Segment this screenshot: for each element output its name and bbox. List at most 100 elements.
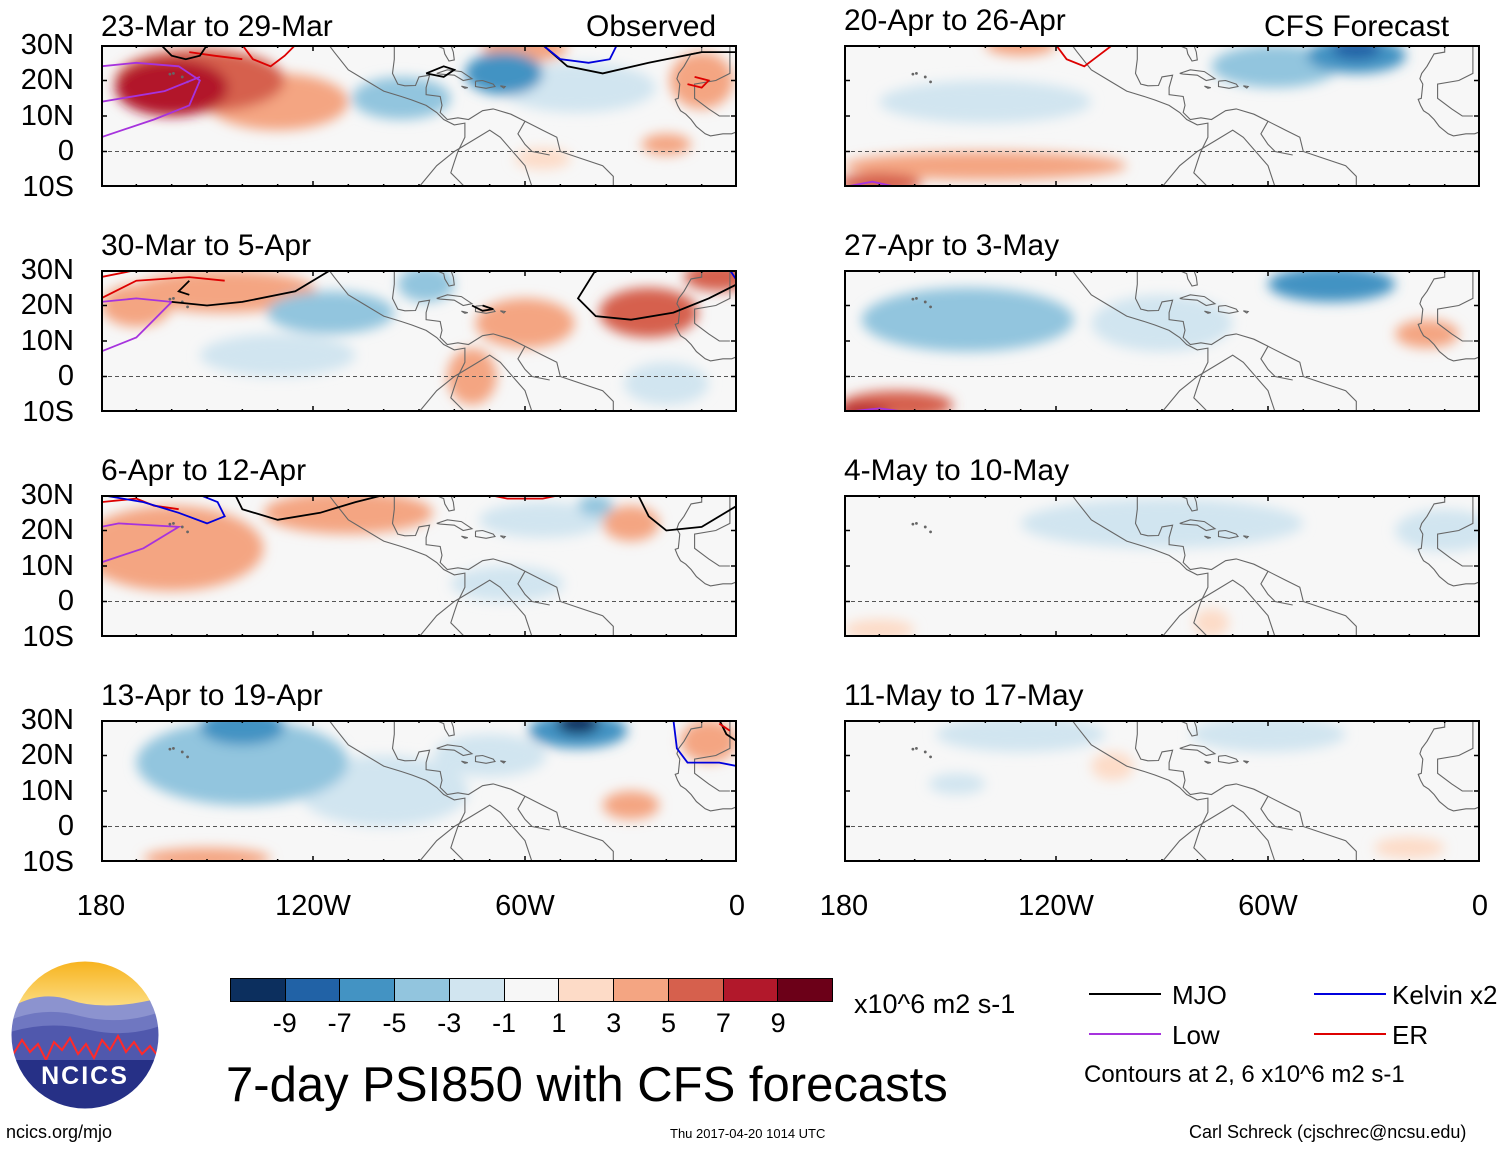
coastline bbox=[1179, 294, 1217, 307]
coastline bbox=[1162, 495, 1198, 512]
wave-contour bbox=[1055, 45, 1114, 68]
anomaly-region bbox=[844, 619, 915, 637]
anomaly-region bbox=[101, 284, 172, 327]
coastline bbox=[1134, 45, 1357, 187]
anomaly-region bbox=[1331, 45, 1382, 60]
anomaly-region bbox=[263, 495, 434, 535]
coastline bbox=[1417, 720, 1480, 812]
colorbar-swatch bbox=[722, 979, 778, 1001]
colorbar-swatch bbox=[231, 979, 285, 1001]
coastline bbox=[419, 45, 455, 62]
coastline bbox=[674, 495, 737, 587]
coastline bbox=[1417, 270, 1480, 362]
coastline bbox=[474, 754, 496, 764]
lat-label-eq: 0 bbox=[57, 135, 74, 167]
map-panel-7 bbox=[844, 495, 1480, 637]
anomaly-region bbox=[578, 495, 614, 517]
panel-title-4: 13-Apr to 19-Apr bbox=[101, 679, 323, 712]
lon-label-180: 180 bbox=[76, 890, 126, 922]
anomaly-region bbox=[556, 720, 600, 735]
footer-author: Carl Schreck (cjschrec@ncsu.edu) bbox=[1189, 1122, 1467, 1142]
colorbar bbox=[230, 978, 833, 1002]
anomaly-region bbox=[143, 847, 271, 862]
coastline bbox=[694, 720, 731, 792]
coastline bbox=[1161, 579, 1276, 637]
anomaly-region bbox=[1193, 608, 1230, 637]
colorbar-tick-label: -3 bbox=[437, 1008, 462, 1038]
coastline bbox=[1162, 720, 1198, 737]
island bbox=[172, 72, 175, 75]
colorbar-swatch bbox=[777, 979, 833, 1001]
footer-url[interactable]: ncics.org/mjo bbox=[6, 1122, 113, 1142]
anomaly-region bbox=[861, 287, 1074, 352]
coastline bbox=[500, 535, 507, 539]
wave-contour bbox=[241, 45, 296, 68]
map-svg bbox=[101, 45, 737, 187]
coastline bbox=[1161, 354, 1276, 412]
island bbox=[923, 75, 927, 79]
panel-title-1: 23-Mar to 29-Mar bbox=[101, 10, 333, 43]
lat-label-20n: 20N bbox=[20, 739, 74, 771]
coastline bbox=[436, 69, 474, 82]
lat-label-eq: 0 bbox=[57, 360, 74, 392]
map-svg bbox=[101, 495, 737, 637]
island bbox=[180, 750, 184, 754]
coastline bbox=[694, 270, 731, 342]
coastline bbox=[500, 310, 507, 314]
coastline bbox=[1161, 129, 1276, 187]
island bbox=[911, 522, 915, 526]
colorbar-swatch bbox=[613, 979, 668, 1001]
main-title: 7-day PSI850 with CFS forecasts bbox=[226, 1058, 948, 1112]
coastline bbox=[1038, 45, 1209, 187]
panel-title-5: 20-Apr to 26-Apr bbox=[844, 4, 1066, 37]
coastline bbox=[418, 579, 533, 637]
island bbox=[929, 305, 932, 309]
ncics-logo: NCICS bbox=[10, 960, 160, 1110]
island bbox=[915, 72, 918, 75]
coastline bbox=[419, 270, 455, 287]
logo-text: NCICS bbox=[41, 1062, 129, 1090]
legend-line-kelvin bbox=[1314, 993, 1386, 995]
coastline bbox=[517, 121, 550, 156]
anomaly-region bbox=[199, 333, 356, 377]
anomaly-region bbox=[935, 720, 1106, 752]
panel-title-6: 27-Apr to 3-May bbox=[844, 229, 1060, 262]
island bbox=[923, 300, 927, 304]
lon-label-120w: 120W bbox=[275, 890, 351, 922]
coastline bbox=[461, 85, 468, 89]
colorbar-swatch bbox=[394, 979, 449, 1001]
coastline bbox=[418, 804, 533, 862]
coastline bbox=[1417, 45, 1480, 137]
lon-label-0: 0 bbox=[1471, 890, 1489, 922]
map-panel-5 bbox=[844, 45, 1480, 187]
anomaly-region bbox=[599, 287, 699, 338]
colorbar-tick-label: 1 bbox=[551, 1008, 567, 1038]
coastline bbox=[295, 270, 466, 412]
colorbar-swatch bbox=[558, 979, 614, 1001]
coastline bbox=[1179, 744, 1217, 757]
colorbar-swatch bbox=[339, 979, 395, 1001]
map-frame bbox=[101, 495, 737, 637]
lat-label-20n: 20N bbox=[20, 289, 74, 321]
coastline bbox=[1437, 720, 1474, 792]
coastline bbox=[1134, 270, 1357, 412]
wave-contour bbox=[576, 270, 737, 321]
legend-line-er bbox=[1314, 1033, 1386, 1035]
coastline bbox=[694, 45, 731, 117]
coastline bbox=[1437, 270, 1474, 342]
lat-label-10s: 10S bbox=[22, 171, 74, 203]
wave-contour bbox=[471, 304, 494, 312]
coastline bbox=[419, 720, 455, 737]
coastline bbox=[1204, 310, 1211, 314]
legend-label-mjo: MJO bbox=[1172, 980, 1227, 1010]
wave-contour bbox=[425, 65, 457, 78]
island bbox=[172, 297, 175, 300]
colorbar-units: x10^6 m2 s-1 bbox=[854, 989, 1016, 1019]
contour-note: Contours at 2, 6 x10^6 m2 s-1 bbox=[1084, 1061, 1405, 1088]
forecast-label: CFS Forecast bbox=[1264, 10, 1450, 43]
colorbar-tick-label: 9 bbox=[770, 1008, 786, 1038]
coastline bbox=[517, 796, 550, 831]
lat-label-10s: 10S bbox=[22, 396, 74, 428]
map-panel-6 bbox=[844, 270, 1480, 412]
footer-timestamp: Thu 2017-04-20 1014 UTC bbox=[670, 1126, 826, 1141]
